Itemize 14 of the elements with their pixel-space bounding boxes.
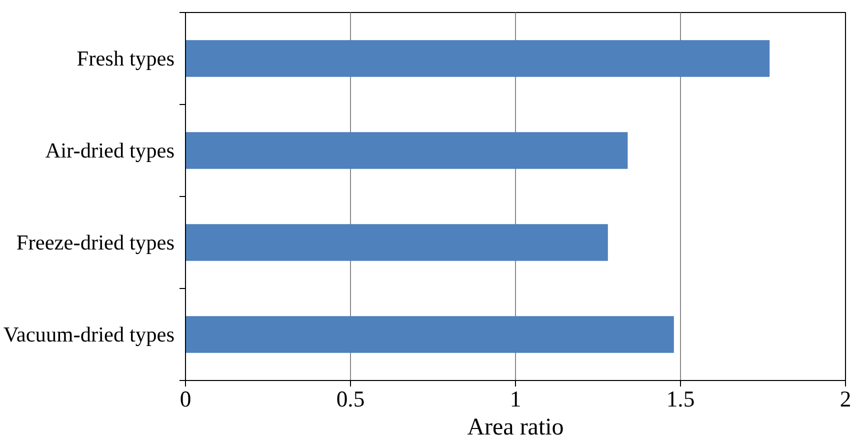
x-tick-label: 2 (840, 386, 852, 412)
x-axis-title: Area ratio (467, 414, 564, 440)
x-tick-label: 1.5 (666, 386, 695, 412)
y-tick-label: Vacuum-dried types (3, 322, 175, 346)
bar (186, 40, 770, 77)
bar (186, 224, 608, 261)
x-tick-label: 0 (180, 386, 192, 412)
x-tick-label: 0.5 (336, 386, 365, 412)
y-tick-label: Fresh types (76, 46, 175, 70)
y-tick-label: Air-dried types (45, 138, 174, 162)
bar (186, 316, 674, 353)
x-tick-label: 1 (510, 386, 522, 412)
bar (186, 132, 628, 169)
y-tick-label: Freeze-dried types (16, 230, 174, 254)
